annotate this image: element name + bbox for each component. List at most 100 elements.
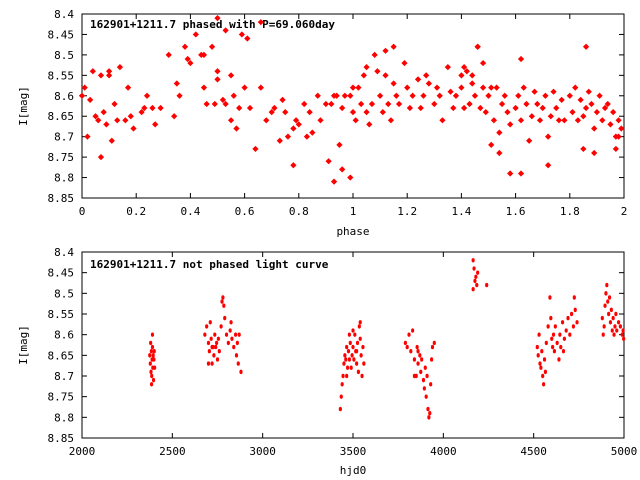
top-data-point <box>279 96 286 103</box>
top-data-point <box>143 92 151 99</box>
bottom-data-point <box>355 340 360 346</box>
bottom-data-point <box>604 291 608 296</box>
top-xtick-label: 1.8 <box>560 205 580 218</box>
bottom-data-point <box>405 344 409 350</box>
top-data-point <box>355 84 362 91</box>
top-data-point <box>534 100 541 108</box>
bottom-data-point <box>207 349 211 354</box>
top-data-point <box>339 166 346 173</box>
top-data-point <box>474 43 481 50</box>
bottom-data-point <box>352 357 356 362</box>
bottom-data-point <box>205 324 209 329</box>
top-data-point <box>366 121 373 128</box>
bottom-data-point <box>344 357 348 362</box>
bottom-data-point <box>607 295 612 300</box>
top-data-point <box>103 121 110 128</box>
bottom-data-point <box>575 320 579 325</box>
bottom-data-point <box>149 382 154 387</box>
bottom-data-point <box>214 344 218 350</box>
bottom-data-point <box>222 303 226 308</box>
top-data-point <box>572 84 579 91</box>
bottom-data-point <box>359 353 363 358</box>
top-data-point <box>363 109 370 116</box>
bottom-data-point <box>347 332 351 337</box>
bottom-data-point <box>614 311 618 317</box>
top-data-point <box>582 43 590 50</box>
top-data-point <box>233 125 240 132</box>
bottom-data-point <box>557 357 561 362</box>
bottom-xtick-label: 3000 <box>249 445 276 458</box>
top-data-point <box>246 104 254 112</box>
bottom-data-point <box>223 315 227 321</box>
top-data-point <box>580 113 587 120</box>
top-xtick-label: 1.4 <box>451 205 471 218</box>
bottom-data-point <box>356 369 361 375</box>
top-data-point <box>485 92 492 99</box>
top-data-point <box>447 88 454 95</box>
top-data-point <box>496 149 503 157</box>
bottom-data-point <box>472 266 476 271</box>
bottom-data-point <box>203 332 207 337</box>
top-data-point <box>585 88 592 95</box>
top-data-point <box>290 125 297 132</box>
bottom-data-point <box>415 344 419 350</box>
top-data-point <box>501 92 508 99</box>
bottom-data-point <box>362 361 366 366</box>
top-data-point <box>460 104 468 112</box>
bottom-data-point <box>538 361 542 366</box>
bottom-data-point <box>572 295 576 300</box>
top-data-point <box>238 31 246 38</box>
top-data-point <box>330 178 338 185</box>
top-data-point <box>358 100 365 108</box>
top-data-point <box>558 96 565 103</box>
bottom-ytick-label: 8.65 <box>48 349 75 362</box>
bottom-data-point <box>351 344 355 350</box>
bottom-data-point <box>429 357 434 362</box>
top-data-point <box>507 170 514 177</box>
top-data-point <box>363 64 370 71</box>
bottom-data-point <box>430 344 435 350</box>
bottom-xtick-label: 3500 <box>340 445 367 458</box>
top-data-point <box>360 72 367 79</box>
top-data-point <box>173 80 180 87</box>
top-data-point <box>227 72 235 79</box>
top-xtick-label: 0.2 <box>126 205 146 218</box>
bottom-data-point <box>210 361 214 366</box>
top-data-point <box>612 145 619 153</box>
top-data-point <box>84 133 91 140</box>
top-data-point <box>417 104 424 112</box>
top-data-point <box>545 133 552 140</box>
top-y-axis-label: I[mag] <box>17 86 30 126</box>
top-data-point <box>336 141 343 148</box>
bottom-ytick-label: 8.55 <box>48 308 75 321</box>
top-data-point <box>203 100 210 108</box>
bottom-data-point <box>215 357 220 362</box>
bottom-data-point <box>358 320 362 325</box>
bottom-data-point <box>212 353 216 358</box>
top-data-point <box>352 117 359 124</box>
top-data-point <box>171 113 178 120</box>
bottom-data-point <box>149 340 153 346</box>
top-data-point <box>539 104 546 112</box>
bottom-data-point <box>551 332 556 337</box>
top-data-point <box>230 92 237 99</box>
bottom-data-point <box>429 382 433 387</box>
top-data-point <box>387 117 395 124</box>
top-data-point <box>382 72 389 79</box>
top-ytick-label: 8.4 <box>54 8 74 21</box>
bottom-xtick-label: 4000 <box>430 445 457 458</box>
top-data-point <box>488 84 495 91</box>
top-data-point <box>599 117 606 124</box>
bottom-data-point <box>347 357 351 362</box>
bottom-data-point <box>229 320 233 325</box>
top-data-point <box>192 31 199 38</box>
top-data-point <box>124 84 132 91</box>
top-data-point <box>444 64 451 71</box>
bottom-data-point <box>541 373 545 379</box>
top-data-point <box>528 113 535 120</box>
bottom-data-point <box>351 328 355 333</box>
top-data-point <box>406 104 414 112</box>
top-data-point <box>550 88 557 95</box>
top-data-point <box>607 121 614 128</box>
